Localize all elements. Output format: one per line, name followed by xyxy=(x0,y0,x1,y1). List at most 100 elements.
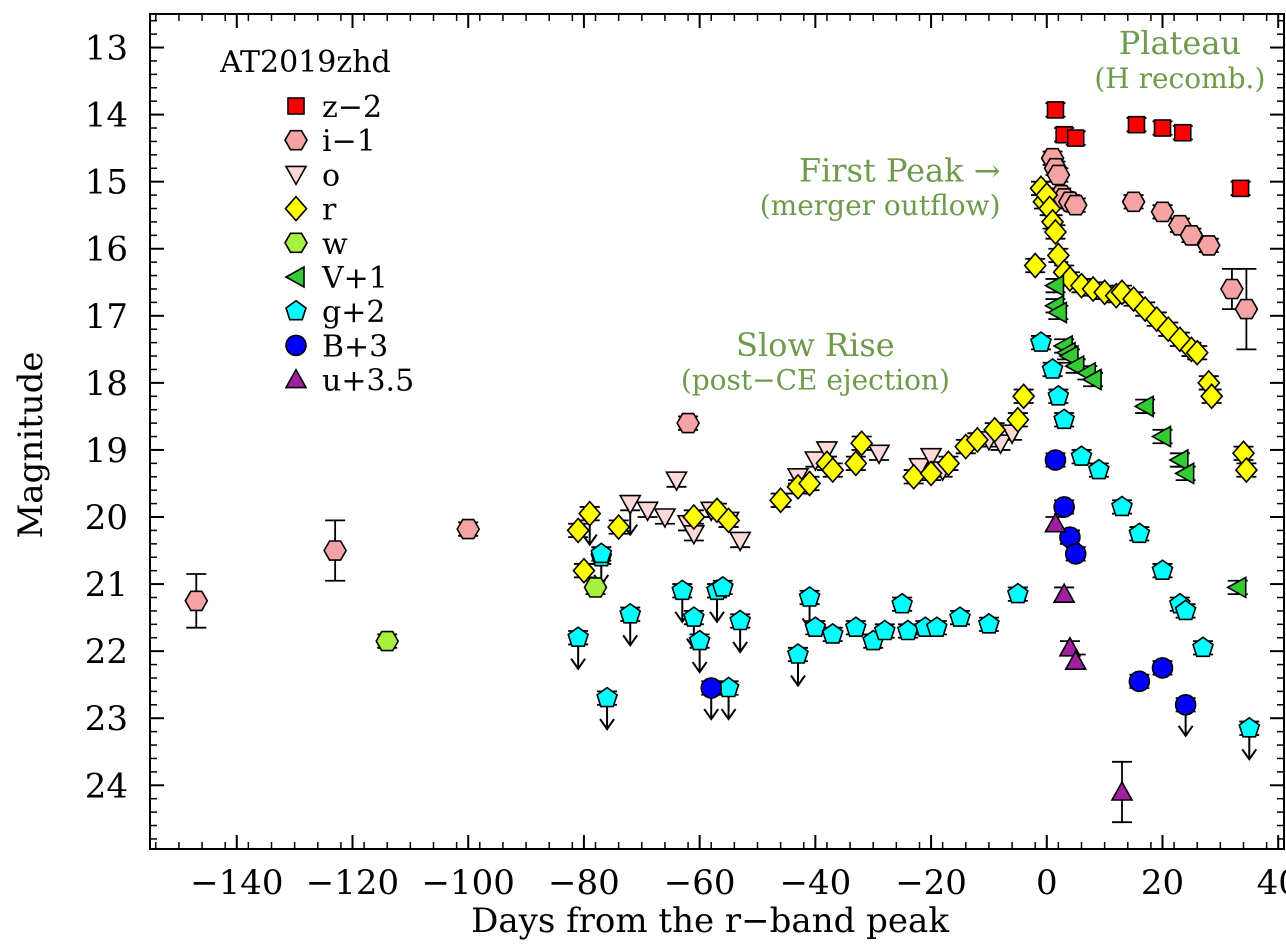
marker-g2 xyxy=(1041,358,1064,379)
upper-limit-arrow-head xyxy=(581,534,598,547)
marker-v1 xyxy=(1173,462,1195,485)
marker-g2 xyxy=(1174,599,1197,621)
marker-g2 xyxy=(1192,636,1214,658)
x-tick-label: −40 xyxy=(779,863,851,903)
marker-v1 xyxy=(1081,368,1102,391)
annotation-text: (merger outflow) xyxy=(760,189,1001,222)
annotation-text: Plateau xyxy=(1119,24,1241,62)
marker-g2 xyxy=(590,542,613,564)
marker-o xyxy=(728,531,752,553)
legend-marker xyxy=(284,195,308,222)
y-tick-label: 24 xyxy=(85,766,128,806)
marker-g2 xyxy=(804,616,827,638)
marker-z2 xyxy=(1127,115,1146,134)
marker-z2 xyxy=(1173,123,1192,142)
upper-limit-arrow-head xyxy=(622,634,639,648)
marker-b3 xyxy=(1044,449,1067,471)
marker-i1 xyxy=(323,540,348,561)
marker-g2 xyxy=(729,609,752,631)
marker-r xyxy=(1023,252,1047,279)
marker-r xyxy=(682,503,706,531)
marker-o xyxy=(919,447,943,469)
upper-limit-arrow-head xyxy=(790,674,806,688)
marker-g2 xyxy=(896,619,919,641)
marker-r xyxy=(717,507,741,534)
marker-v1 xyxy=(1168,448,1189,472)
marker-o xyxy=(665,471,688,492)
marker-i1 xyxy=(1063,194,1088,216)
marker-g2 xyxy=(1053,408,1076,430)
marker-g2 xyxy=(1111,495,1133,517)
y-axis-title: Magnitude xyxy=(11,351,51,538)
marker-g2 xyxy=(1151,559,1174,581)
marker-r xyxy=(607,513,631,541)
x-tick-label: −140 xyxy=(190,863,283,903)
marker-o xyxy=(653,508,677,529)
marker-r xyxy=(1185,339,1209,366)
marker-i1 xyxy=(676,412,701,434)
upper-limit-arrow-head xyxy=(720,708,737,721)
marker-r xyxy=(798,470,822,497)
legend-marker xyxy=(284,232,308,254)
marker-u35 xyxy=(1052,582,1076,603)
marker-g2 xyxy=(1087,458,1110,480)
marker-b3 xyxy=(1128,670,1151,693)
annotation-text: (post−CE ejection) xyxy=(681,364,950,397)
legend-marker xyxy=(284,265,305,289)
chart-title: AT2019zhd xyxy=(219,45,391,80)
upper-limit-arrow-head xyxy=(1177,725,1194,738)
marker-g2 xyxy=(787,643,809,664)
marker-g2 xyxy=(821,622,844,644)
marker-r xyxy=(936,450,960,477)
legend-label: r xyxy=(322,193,337,228)
legend-marker xyxy=(285,334,307,357)
data-markers xyxy=(184,101,1261,801)
x-tick-label: −60 xyxy=(664,863,736,903)
y-tick-label: 19 xyxy=(85,431,128,471)
annotation-text: First Peak → xyxy=(799,152,1001,190)
marker-z2 xyxy=(1066,129,1085,147)
marker-u35 xyxy=(1064,649,1088,671)
marker-v1 xyxy=(1043,274,1065,297)
x-axis-title: Days from the r−band peak xyxy=(471,901,949,941)
marker-g2 xyxy=(688,629,711,651)
upper-limit-arrow-head xyxy=(703,708,720,721)
upper-limit-arrow-head xyxy=(691,661,708,674)
marker-i1 xyxy=(1121,191,1146,213)
marker-i1 xyxy=(456,518,481,540)
legend-label: o xyxy=(322,158,340,193)
marker-g2 xyxy=(682,606,705,627)
marker-b3 xyxy=(1174,694,1197,716)
marker-w xyxy=(375,630,400,652)
legend-marker xyxy=(284,367,308,389)
marker-i1 xyxy=(1196,235,1221,256)
legend-label: g+2 xyxy=(322,295,385,330)
marker-r xyxy=(850,430,874,457)
y-tick-label: 18 xyxy=(85,364,128,404)
legend-marker xyxy=(285,299,307,321)
x-tick-label: 40 xyxy=(1257,863,1286,903)
y-tick-label: 14 xyxy=(85,96,128,136)
marker-g2 xyxy=(844,616,867,638)
marker-i1 xyxy=(1179,225,1204,246)
marker-i1 xyxy=(1234,298,1259,320)
plot-frame xyxy=(149,13,1285,850)
legend-marker xyxy=(284,129,308,151)
marker-b3 xyxy=(700,677,723,699)
axis-ticks xyxy=(150,14,1284,849)
marker-i1 xyxy=(184,590,209,612)
marker-i1 xyxy=(1150,201,1175,223)
marker-o xyxy=(867,444,891,465)
marker-r xyxy=(572,557,596,584)
x-tick-label: −100 xyxy=(422,863,515,903)
x-tick-label: −120 xyxy=(306,863,399,903)
y-tick-label: 21 xyxy=(85,565,128,605)
marker-g2 xyxy=(891,592,914,614)
marker-g2 xyxy=(873,619,896,641)
x-tick-label: 20 xyxy=(1141,863,1184,903)
legend-label: i−1 xyxy=(322,124,376,159)
marker-w xyxy=(583,577,608,598)
upper-limit-arrow-head xyxy=(570,658,586,671)
marker-g2 xyxy=(798,586,821,607)
